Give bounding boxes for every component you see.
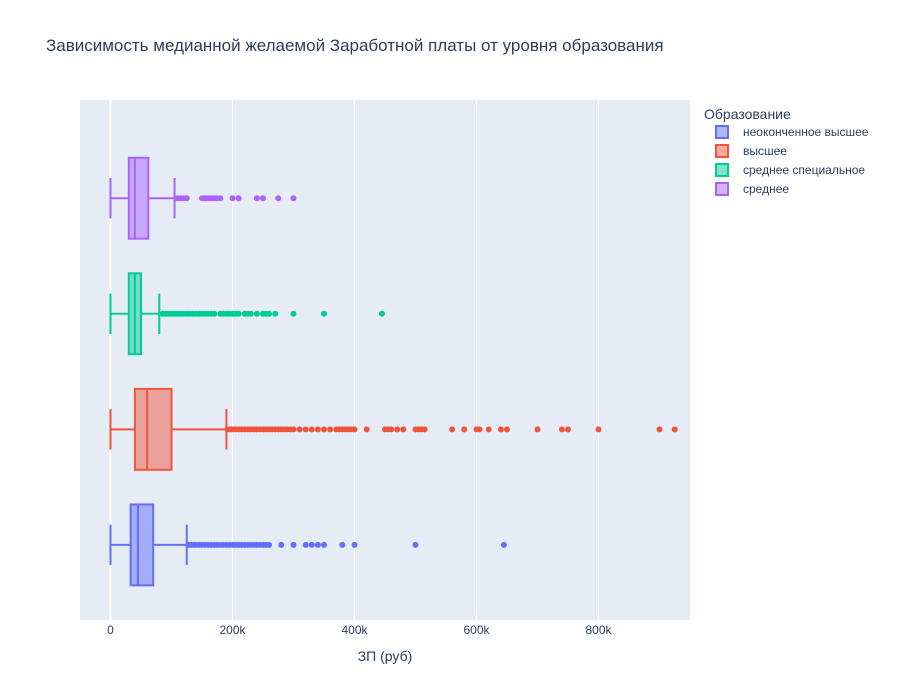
outlier-point [565,426,571,433]
legend-swatch [715,163,729,177]
outlier-point [235,310,242,317]
x-tick-label: 800k [585,623,612,637]
outlier-point [449,426,456,433]
legend-label: высшее [743,144,787,158]
outlier-point [461,426,468,433]
outlier-point [388,426,395,433]
box-trace [109,503,507,587]
x-axis-title: ЗП (руб) [358,648,413,664]
outlier-point [671,426,678,433]
legend-item[interactable]: среднее [715,182,789,196]
outlier-point [296,426,303,433]
chart-title: Зависимость медианной желаемой Заработно… [46,36,664,55]
x-axis-ticks: 0 200k 400k 600k 800k [107,623,612,637]
outlier-point [500,541,507,548]
outlier-point [302,541,309,548]
outlier-point [290,195,297,202]
outlier-point [485,426,492,433]
outlier-point [235,195,242,202]
outlier-point [327,426,334,433]
x-tick-label: 0 [107,623,114,637]
box-traces [109,156,678,587]
outlier-point [308,541,315,548]
outlier-point [314,541,321,548]
outlier-point [321,426,327,433]
legend-label: неоконченное высшее [743,125,869,139]
legend-item[interactable]: высшее [715,144,787,158]
outlier-point [290,310,297,317]
box-iqr [129,503,155,587]
outlier-point [321,541,327,548]
outlier-point [378,310,385,317]
outlier-point [253,310,260,317]
outlier-point [394,426,401,433]
box-trace [109,387,678,471]
outlier-point [421,426,428,433]
outlier-point [504,426,510,433]
outlier-point [183,195,190,202]
outlier-point [339,541,346,548]
legend[interactable]: Образование неоконченное высшее высшее сре… [704,106,869,196]
outlier-point [302,426,309,433]
outlier-point [476,426,483,433]
outlier-point [321,310,327,317]
outlier-point [351,426,358,433]
outlier-point [266,310,273,317]
outlier-point [558,426,565,433]
box-trace [109,272,385,356]
x-tick-label: 200k [219,623,246,637]
box-iqr [127,156,150,240]
outlier-point [247,310,254,317]
legend-item[interactable]: неоконченное высшее [715,125,869,139]
outlier-point [290,426,297,433]
legend-swatch [715,144,729,158]
outlier-point [656,426,663,433]
outlier-point [595,426,602,433]
outlier-point [229,195,236,202]
legend-swatch [715,125,729,139]
outlier-point [211,310,218,317]
outlier-point [266,541,273,548]
outlier-point [308,426,315,433]
outlier-point [351,541,358,548]
outlier-point [253,195,260,202]
outlier-point [534,426,541,433]
plot-area [80,100,690,620]
outlier-point [278,541,285,548]
box-iqr [133,387,173,471]
outlier-point [400,426,407,433]
outlier-point [314,426,321,433]
outlier-point [412,541,419,548]
legend-label: среднее специальное [743,163,865,177]
outlier-point [290,541,297,548]
outlier-point [497,426,504,433]
legend-item[interactable]: среднее специальное [715,163,865,177]
outlier-point [363,426,370,433]
box-trace [109,156,297,240]
legend-swatch [715,182,729,196]
outlier-point [272,310,279,317]
legend-label: среднее [743,182,789,196]
x-tick-label: 600k [463,623,490,637]
legend-title: Образование [704,106,791,122]
x-tick-label: 400k [341,623,368,637]
outlier-point [275,195,282,202]
outlier-point [217,195,224,202]
outlier-point [260,195,266,202]
